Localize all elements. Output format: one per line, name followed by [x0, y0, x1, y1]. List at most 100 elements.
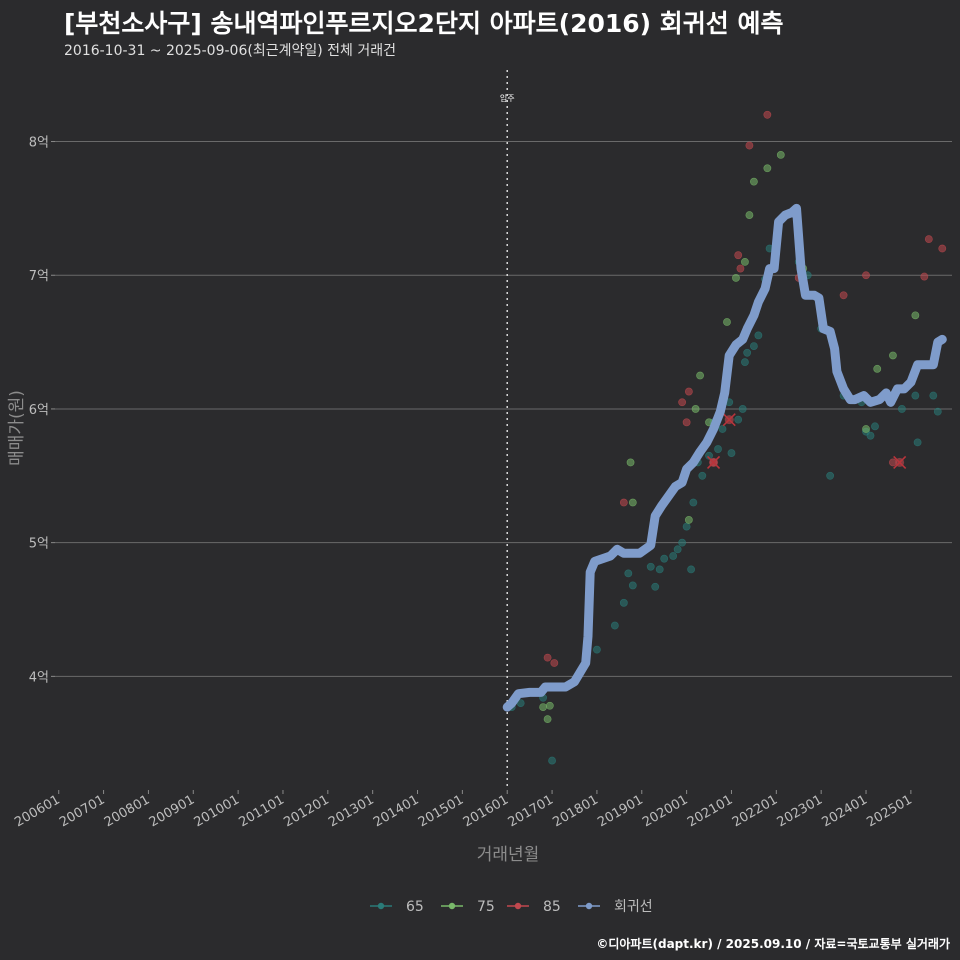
data-point-65 — [826, 471, 835, 480]
data-point-75 — [911, 311, 920, 320]
data-point-65 — [593, 645, 601, 654]
legend-key-dot — [448, 902, 456, 910]
data-point-65 — [687, 565, 696, 574]
data-point-85 — [938, 244, 947, 253]
legend-key-dot — [514, 902, 522, 910]
data-point-75 — [626, 458, 635, 467]
data-point-65 — [913, 438, 922, 447]
legend-label: 회귀선 — [614, 899, 653, 915]
data-point-65 — [743, 348, 752, 357]
legend-label: 75 — [477, 899, 495, 915]
data-point-65 — [871, 422, 879, 431]
data-point-75 — [873, 364, 882, 373]
y-tick-label: 5억 — [29, 537, 49, 552]
x-tick-label: 201601 — [461, 792, 511, 830]
data-point-75 — [723, 318, 731, 326]
outlier-x-mark — [706, 455, 721, 469]
x-tick-label: 200601 — [12, 792, 62, 830]
data-point-65 — [610, 621, 619, 630]
data-point-65 — [669, 552, 678, 560]
data-point-75 — [545, 701, 554, 710]
x-tick-label: 201301 — [326, 792, 376, 830]
y-tick-label: 7억 — [29, 269, 49, 284]
scatter-points — [507, 110, 947, 765]
data-point-65 — [738, 405, 747, 413]
data-point-75 — [539, 703, 548, 712]
data-point-65 — [651, 582, 660, 591]
data-point-85 — [684, 387, 693, 396]
gridlines — [55, 141, 952, 677]
outlier-x-mark — [893, 455, 907, 469]
data-point-65 — [734, 415, 743, 424]
x-tick-label: 202101 — [685, 792, 735, 830]
legend-label: 65 — [406, 899, 424, 915]
x-tick-label: 202501 — [864, 792, 914, 830]
data-point-65 — [705, 451, 713, 460]
data-point-75 — [862, 425, 870, 433]
y-axis-ticks: 4억 5억 6억 7억 8억 — [29, 136, 55, 685]
x-tick-label: 202201 — [730, 792, 780, 830]
data-point-65 — [933, 407, 942, 416]
data-point-75 — [741, 257, 749, 266]
data-point-65 — [749, 342, 758, 351]
y-tick-label: 4억 — [29, 670, 49, 685]
legend-label: 85 — [543, 899, 561, 915]
data-point-75 — [745, 211, 754, 219]
x-tick-label: 202401 — [820, 792, 870, 830]
data-point-65 — [619, 598, 628, 607]
data-point-85 — [678, 398, 687, 407]
data-point-75 — [749, 177, 758, 186]
move-in-annotation: 입주 — [500, 70, 515, 790]
data-point-75 — [543, 715, 552, 724]
data-point-75 — [691, 405, 700, 413]
data-point-85 — [550, 659, 559, 667]
data-point-85 — [619, 498, 628, 507]
x-tick-label: 201701 — [506, 792, 556, 830]
data-point-85 — [763, 110, 772, 119]
x-tick-label: 201001 — [192, 792, 242, 830]
data-point-75 — [628, 498, 637, 507]
data-point-65 — [673, 545, 682, 554]
data-point-85 — [543, 653, 552, 662]
x-tick-label: 201401 — [371, 792, 421, 830]
data-point-65 — [682, 522, 691, 531]
x-tick-label: 201201 — [281, 792, 331, 830]
legend-key-dot — [585, 902, 593, 910]
data-point-85 — [862, 271, 870, 280]
x-tick-label: 202001 — [640, 792, 690, 830]
data-point-85 — [920, 272, 929, 281]
data-point-85 — [745, 141, 754, 150]
data-point-75 — [732, 274, 740, 282]
legend-key-dot — [377, 902, 385, 910]
data-point-65 — [548, 756, 556, 765]
data-point-65 — [678, 538, 687, 547]
data-point-65 — [727, 449, 736, 457]
data-point-75 — [776, 151, 785, 159]
x-tick-label: 201901 — [595, 792, 645, 830]
regression-line — [502, 203, 947, 712]
data-point-85 — [682, 418, 691, 427]
data-point-65 — [689, 498, 698, 507]
data-point-65 — [646, 562, 655, 571]
data-point-65 — [628, 581, 637, 590]
outlier-x-mark — [722, 413, 736, 427]
x-tick-label: 201101 — [236, 792, 286, 830]
data-point-65 — [660, 554, 669, 563]
x-tick-label: 201501 — [416, 792, 466, 830]
data-point-65 — [714, 445, 722, 453]
x-axis-ticks: 2006012007012008012009012010012011012012… — [12, 790, 915, 830]
x-tick-label: 202301 — [775, 792, 825, 830]
y-tick-label: 8억 — [29, 136, 49, 151]
chart-title: [부천소사구] 송내역파인푸르지오2단지 아파트(2016) 회귀선 예측 — [64, 9, 784, 38]
outlier-markers — [706, 413, 907, 469]
data-point-65 — [754, 331, 763, 340]
x-tick-label: 201801 — [550, 792, 600, 830]
move-in-label: 입주 — [500, 94, 515, 103]
data-point-65 — [718, 425, 727, 433]
data-point-65 — [655, 565, 664, 574]
credit-footer: ©디아파트(dapt.kr) / 2025.09.10 / 자료=국토교통부 실… — [596, 937, 950, 951]
legend: 65 75 85 회귀선 — [370, 899, 653, 915]
data-point-65 — [929, 391, 938, 400]
x-tick-label: 200901 — [147, 792, 197, 830]
data-point-75 — [763, 164, 772, 173]
